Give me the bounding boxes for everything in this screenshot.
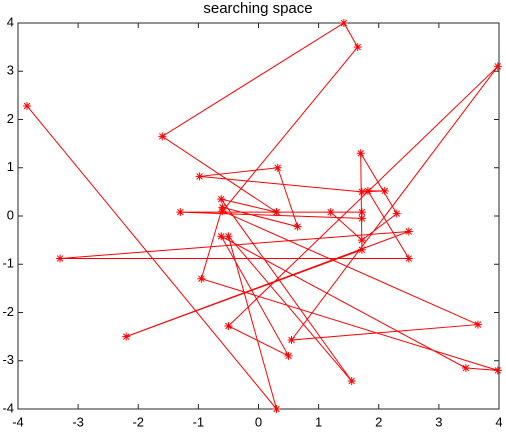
marker bbox=[326, 208, 335, 217]
marker bbox=[273, 163, 282, 172]
marker bbox=[217, 195, 226, 204]
marker bbox=[218, 207, 227, 216]
y-tick-label: -2 bbox=[2, 304, 14, 319]
plot-frame bbox=[17, 22, 500, 410]
marker bbox=[339, 19, 348, 27]
marker bbox=[473, 320, 482, 329]
marker bbox=[293, 222, 302, 231]
marker bbox=[224, 322, 233, 331]
x-tick-label: -2 bbox=[132, 414, 144, 429]
marker bbox=[357, 187, 366, 196]
marker bbox=[380, 186, 389, 195]
y-tick-label: 1 bbox=[7, 159, 14, 174]
marker bbox=[356, 149, 365, 158]
marker bbox=[56, 254, 65, 263]
y-tick-label: -1 bbox=[2, 256, 14, 271]
x-tick-label: -3 bbox=[72, 414, 84, 429]
marker bbox=[493, 62, 502, 71]
y-tick-label: 3 bbox=[7, 63, 14, 78]
chart-title: searching space bbox=[203, 0, 312, 17]
x-tick-label: 4 bbox=[495, 414, 502, 429]
marker bbox=[357, 208, 366, 217]
marker bbox=[158, 132, 167, 141]
y-tick-label: -4 bbox=[2, 400, 14, 415]
marker bbox=[357, 245, 366, 254]
y-tick-label: 4 bbox=[7, 14, 14, 29]
y-tick-label: -3 bbox=[2, 352, 14, 367]
x-tick-label: 3 bbox=[435, 414, 442, 429]
marker bbox=[195, 172, 204, 181]
marker bbox=[224, 232, 233, 241]
x-tick-label: -4 bbox=[12, 414, 24, 429]
marker bbox=[272, 208, 281, 217]
marker bbox=[272, 405, 281, 413]
marker bbox=[197, 274, 206, 283]
marker bbox=[347, 377, 356, 386]
marker bbox=[176, 208, 185, 217]
marker bbox=[353, 43, 362, 52]
marker bbox=[122, 332, 131, 341]
x-tick-label: 1 bbox=[315, 414, 322, 429]
marker bbox=[357, 214, 366, 223]
marker bbox=[287, 336, 296, 345]
x-tick-label: 2 bbox=[375, 414, 382, 429]
marker bbox=[404, 254, 413, 263]
y-tick-label: 2 bbox=[7, 111, 14, 126]
marker bbox=[23, 101, 32, 110]
marker bbox=[357, 236, 366, 245]
marker bbox=[363, 186, 372, 195]
x-tick-label: 0 bbox=[255, 414, 262, 429]
marker bbox=[461, 363, 470, 372]
marker bbox=[493, 366, 502, 375]
marker bbox=[392, 209, 401, 218]
marker bbox=[217, 232, 226, 241]
x-tick-label: -1 bbox=[193, 414, 205, 429]
y-tick-label: 0 bbox=[7, 207, 14, 222]
marker bbox=[404, 227, 413, 236]
marker bbox=[284, 351, 293, 360]
